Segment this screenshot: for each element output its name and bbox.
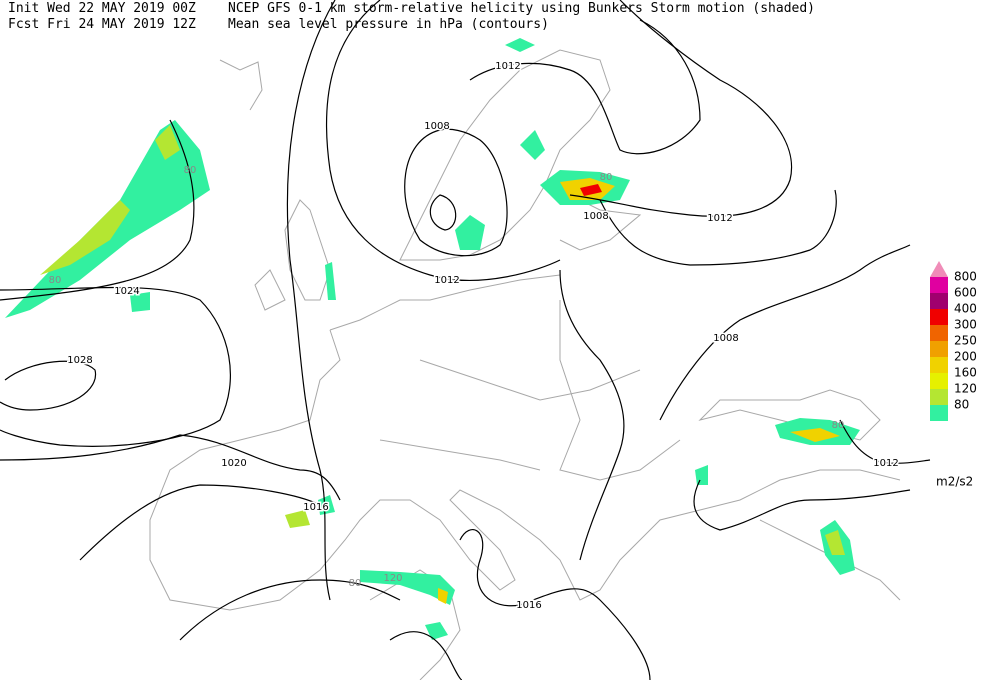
init-time: Init Wed 22 MAY 2019 00Z — [8, 1, 196, 16]
shade-label: 80 — [832, 420, 845, 431]
contour-label: 1012 — [873, 458, 898, 469]
legend-level: 120 — [954, 382, 977, 396]
isobars — [0, 0, 931, 680]
contour-label: 1008 — [583, 211, 608, 222]
contour-label: 1008 — [713, 333, 738, 344]
legend-level: 300 — [954, 318, 977, 332]
legend-swatch — [930, 277, 948, 293]
shade-label: 80 — [184, 165, 197, 176]
shaded-field: NCEP GFS 0-1 km storm-relative helicity … — [228, 1, 815, 16]
helicity-shading — [5, 38, 940, 640]
contour-label: 1024 — [114, 286, 139, 297]
contour-label: 1028 — [67, 355, 92, 366]
legend-level: 250 — [954, 334, 977, 348]
map-labels: 1012 1008 1012 1008 1012 1024 1028 1008 1012 1020… — [49, 60, 901, 613]
legend: 800 600 400 300 250 200 160 120 80 m2/s2 — [930, 261, 977, 489]
legend-swatch — [930, 325, 948, 341]
legend-level: 400 — [954, 302, 977, 316]
legend-swatch — [930, 293, 948, 309]
forecast-time: Fcst Fri 24 MAY 2019 12Z — [8, 17, 196, 32]
contour-label: 1008 — [424, 121, 449, 132]
legend-level: 200 — [954, 350, 977, 364]
legend-triangle — [930, 261, 948, 277]
shade-label: 80 — [600, 172, 613, 183]
contour-label: 1012 — [707, 213, 732, 224]
legend-level: 160 — [954, 366, 977, 380]
legend-swatch — [930, 373, 948, 389]
legend-unit: m2/s2 — [936, 475, 973, 489]
contour-field: Mean sea level pressure in hPa (contours… — [228, 17, 549, 32]
legend-swatch — [930, 341, 948, 357]
legend-level: 600 — [954, 286, 977, 300]
legend-swatch — [930, 389, 948, 405]
shade-label: 120 — [383, 573, 402, 584]
contour-label: 1012 — [434, 275, 459, 286]
contour-label: 1020 — [221, 458, 246, 469]
shade-label: 80 — [49, 275, 62, 286]
legend-level: 80 — [954, 398, 969, 412]
contour-label: 1016 — [303, 502, 328, 513]
legend-swatch — [930, 309, 948, 325]
contour-label: 1012 — [495, 61, 520, 72]
shade-label: 80 — [349, 578, 362, 589]
legend-level: 800 — [954, 270, 977, 284]
legend-swatch — [930, 405, 948, 421]
legend-swatch — [930, 357, 948, 373]
contour-label: 1016 — [516, 600, 541, 611]
